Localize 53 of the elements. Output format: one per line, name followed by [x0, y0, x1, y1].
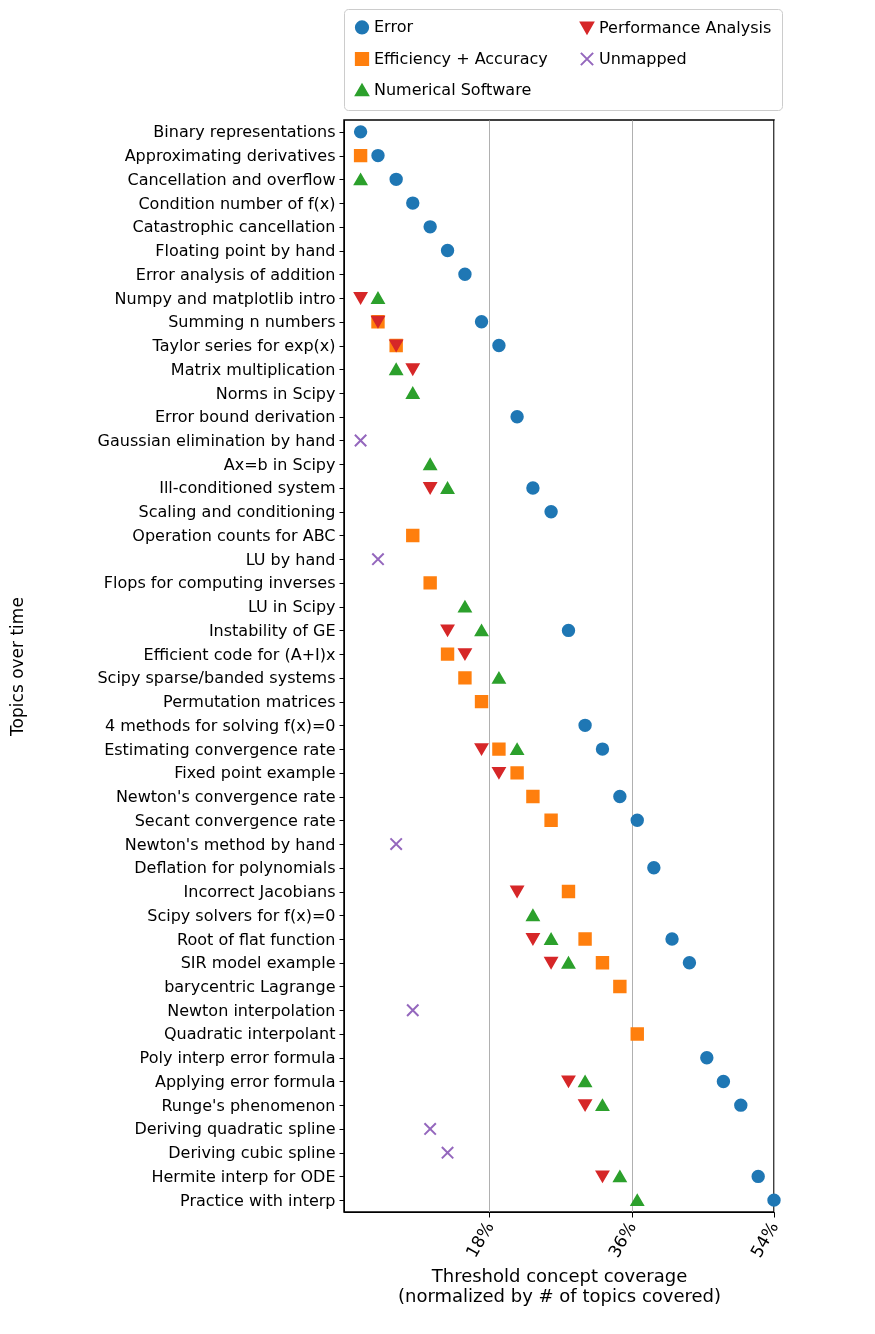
y-tick-label: Deflation for polynomials: [134, 858, 336, 878]
y-tick-label: Quadratic interpolant: [163, 1024, 336, 1044]
y-axis-title: Topics over time: [6, 597, 27, 737]
x-axis-title: Threshold concept coverage (normalized by # of topics covered): [397, 1265, 722, 1307]
y-tick-label: Scipy solvers for f(x)=0: [147, 905, 336, 925]
y-tick-label: Norms in Scipy: [215, 383, 336, 403]
y-tick-label: Fixed point example: [174, 763, 336, 783]
y-tick-label: SIR model example: [180, 953, 336, 973]
y-tick-label: Newton interpolation: [167, 1000, 336, 1020]
y-tick-label: Gaussian elimination by hand: [97, 430, 336, 450]
y-tick-label: Applying error formula: [154, 1071, 336, 1091]
y-tick-label: Error analysis of addition: [135, 264, 336, 284]
legend-label: Error: [374, 17, 414, 37]
legend-label: Numerical Software: [374, 80, 532, 99]
legend-label: Performance Analysis: [599, 17, 772, 37]
y-tick-label: Floating point by hand: [155, 241, 336, 261]
y-tick-label: Ill-conditioned system: [159, 478, 336, 498]
y-tick-label: Scipy sparse/banded systems: [97, 668, 336, 688]
y-tick-label: Root of flat function: [177, 929, 336, 949]
y-tick-label: Estimating convergence rate: [104, 739, 336, 759]
y-tick-label: Catastrophic cancellation: [132, 217, 336, 237]
y-tick-label: Scaling and conditioning: [138, 502, 336, 522]
y-tick-label: Error bound derivation: [155, 407, 336, 427]
y-tick-label: barycentric Lagrange: [164, 976, 336, 996]
y-tick-label: LU in Scipy: [247, 597, 336, 617]
y-tick-label: Secant convergence rate: [134, 810, 336, 830]
y-tick-label: Newton's method by hand: [124, 834, 336, 854]
y-tick-label: Practice with interp: [180, 1190, 336, 1210]
y-tick-label: Hermite interp for ODE: [151, 1166, 336, 1186]
y-tick-label: Approximating derivatives: [124, 146, 336, 166]
y-tick-label: Instability of GE: [208, 620, 336, 640]
y-tick-label: Binary representations: [153, 122, 336, 142]
y-tick-label: Poly interp error formula: [139, 1048, 336, 1068]
y-tick-label: 4 methods for solving f(x)=0: [104, 715, 336, 735]
y-tick-label: Matrix multiplication: [170, 359, 336, 379]
y-tick-label: Deriving quadratic spline: [134, 1119, 336, 1139]
legend-label: Efficiency + Accuracy: [374, 49, 548, 68]
y-tick-label: Ax=b in Scipy: [223, 454, 336, 474]
y-tick-label: Condition number of f(x): [138, 193, 336, 213]
y-tick-label: Operation counts for ABC: [132, 525, 336, 545]
y-tick-label: Summing n numbers: [168, 312, 336, 332]
y-tick-label: Taylor series for exp(x): [151, 336, 336, 356]
y-tick-label: LU by hand: [245, 549, 336, 569]
y-tick-label: Newton's convergence rate: [115, 787, 336, 807]
y-tick-label: Flops for computing inverses: [103, 573, 336, 593]
y-tick-label: Efficient code for (A+I)x: [143, 644, 336, 664]
y-tick-label: Permutation matrices: [163, 692, 336, 712]
y-tick-label: Cancellation and overflow: [127, 169, 336, 189]
legend-label: Unmapped: [599, 49, 687, 68]
y-tick-label: Deriving cubic spline: [168, 1143, 336, 1163]
y-tick-label: Incorrect Jacobians: [183, 882, 336, 902]
y-tick-label: Runge's phenomenon: [161, 1095, 336, 1115]
y-tick-label: Numpy and matplotlib intro: [114, 288, 336, 308]
